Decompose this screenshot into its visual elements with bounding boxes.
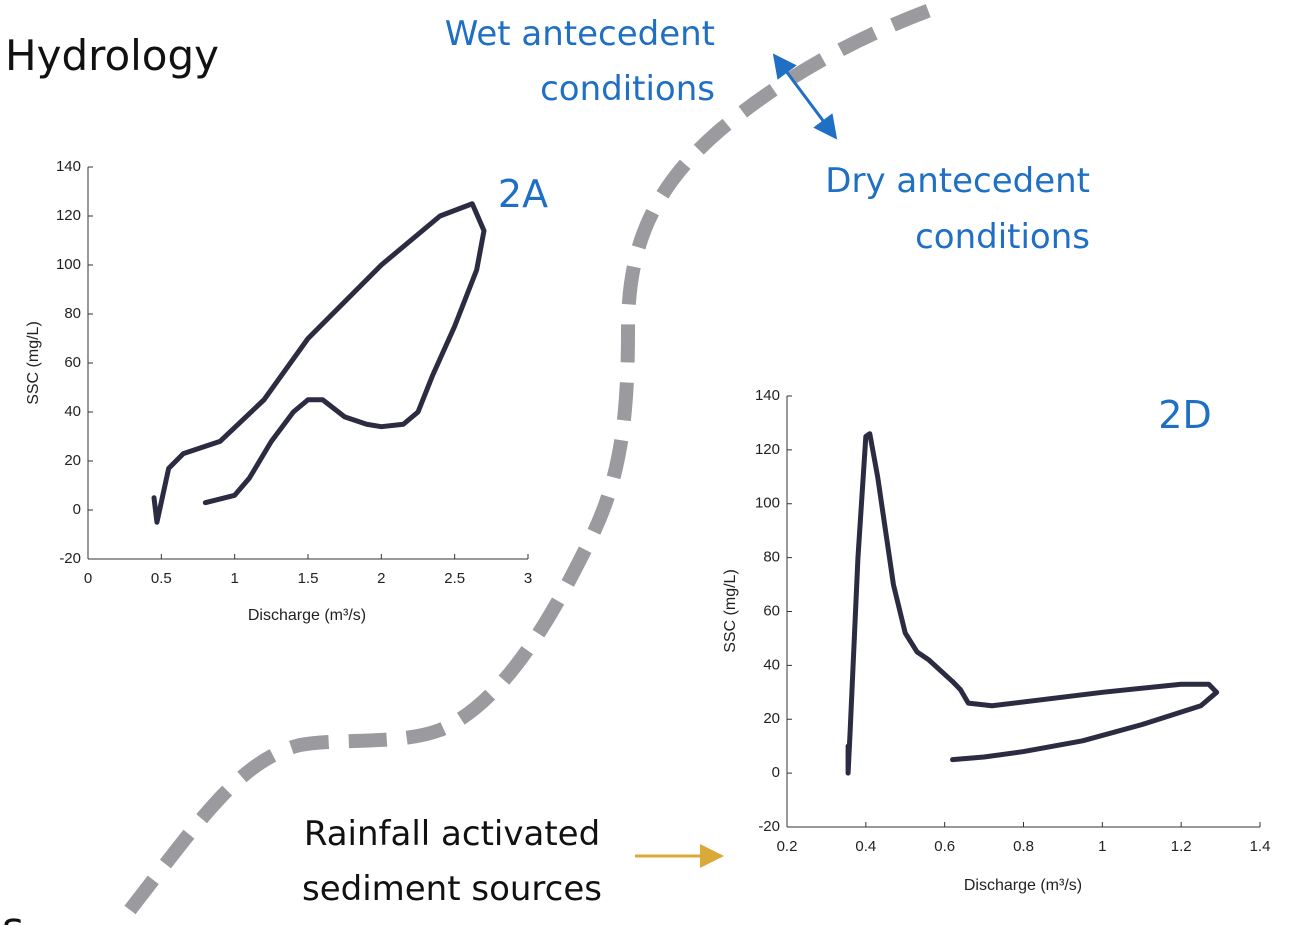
y-tick-label: 120: [755, 441, 780, 458]
text-fragment: s: [2, 903, 24, 925]
y-tick-label: 120: [56, 207, 81, 224]
y-tick-label: 80: [763, 549, 780, 566]
annotation: sediment sources: [302, 869, 602, 909]
x-tick-label: 0.8: [1013, 838, 1034, 855]
y-tick-label: 100: [56, 256, 81, 273]
wet-dry-arrow: [772, 53, 838, 140]
x-tick-label: 1: [1098, 838, 1106, 855]
x-tick-label: 1.2: [1171, 838, 1192, 855]
x-axis-label: Discharge (m³/s): [964, 877, 1082, 894]
annotation: conditions: [540, 69, 715, 109]
y-tick-label: 60: [763, 602, 780, 619]
x-tick-label: 1.5: [298, 570, 319, 587]
x-tick-label: 0.6: [934, 838, 955, 855]
y-tick-label: 20: [64, 452, 81, 469]
x-tick-label: 0: [84, 570, 92, 587]
x-tick-label: 1.4: [1250, 838, 1271, 855]
chart-label: 2A: [498, 172, 548, 216]
y-tick-label: 40: [64, 403, 81, 420]
x-tick-label: 2: [377, 570, 385, 587]
x-tick-label: 2.5: [444, 570, 465, 587]
x-axis-label: Discharge (m³/s): [248, 607, 366, 624]
x-tick-label: 1: [230, 570, 238, 587]
annotation: Dry antecedent: [825, 161, 1090, 201]
y-tick-label: -20: [59, 550, 81, 567]
y-tick-label: 0: [73, 501, 81, 518]
y-tick-label: -20: [758, 818, 780, 835]
chart-label: 2D: [1158, 393, 1211, 437]
y-tick-label: 0: [772, 764, 780, 781]
y-axis-label: SSC (mg/L): [722, 569, 739, 653]
y-tick-label: 140: [755, 387, 780, 404]
x-tick-label: 0.2: [777, 838, 798, 855]
y-axis-label: SSC (mg/L): [25, 321, 42, 405]
annotation: conditions: [915, 217, 1090, 257]
divider-curve: [124, 3, 933, 915]
y-tick-label: 80: [64, 305, 81, 322]
y-tick-label: 40: [763, 656, 780, 673]
x-tick-label: 0.5: [151, 570, 172, 587]
y-tick-label: 140: [56, 158, 81, 175]
data-line: [845, 431, 1220, 776]
data-line: [151, 201, 487, 525]
annotation: Rainfall activated: [304, 814, 600, 854]
slide-title: Hydrology: [5, 31, 219, 80]
annotation: Wet antecedent: [445, 14, 715, 54]
x-tick-label: 0.4: [855, 838, 876, 855]
y-tick-label: 60: [64, 354, 81, 371]
y-tick-label: 20: [763, 710, 780, 727]
x-tick-label: 3: [524, 570, 532, 587]
y-tick-label: 100: [755, 495, 780, 512]
